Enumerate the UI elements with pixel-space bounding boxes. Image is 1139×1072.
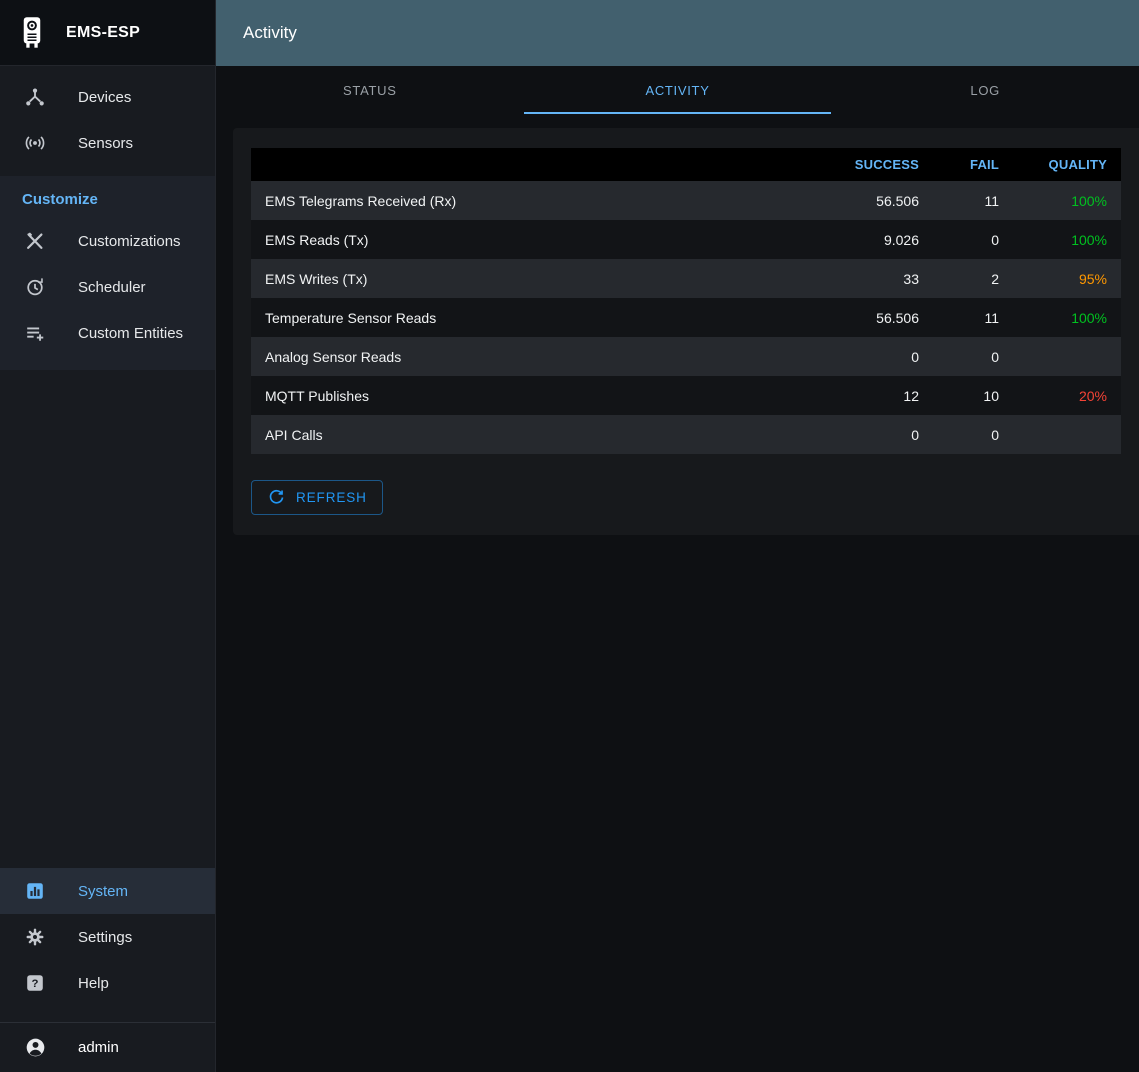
tab-status[interactable]: STATUS xyxy=(343,82,397,98)
user-name-label: admin xyxy=(78,1039,119,1056)
sidebar-item-label: Sensors xyxy=(78,134,134,152)
main-area: Activity STATUS ACTIVITY LOG xyxy=(216,0,1139,1072)
metric-success: 56.506 xyxy=(876,192,919,209)
app-title: EMS-ESP xyxy=(66,23,141,41)
table-header-row: SUCCESS FAIL QUALITY xyxy=(251,148,1121,181)
sidebar: EMS-ESP Devices xyxy=(0,0,216,1072)
metric-quality: 100% xyxy=(1071,192,1107,209)
metric-fail: 0 xyxy=(991,231,999,248)
metric-fail: 0 xyxy=(991,348,999,365)
metric-name: Analog Sensor Reads xyxy=(265,348,402,365)
metric-fail: 0 xyxy=(991,426,999,443)
metric-name: API Calls xyxy=(265,426,323,443)
sidebar-item-sensors[interactable]: Sensors xyxy=(0,120,215,166)
gear-icon xyxy=(23,926,47,948)
sidebar-item-help[interactable]: ? Help xyxy=(0,960,215,1006)
sidebar-item-settings[interactable]: Settings xyxy=(0,914,215,960)
sidebar-header: EMS-ESP xyxy=(0,0,215,66)
metric-quality: 95% xyxy=(1078,270,1107,287)
metric-name: Temperature Sensor Reads xyxy=(265,309,437,326)
table-row: EMS Writes (Tx) 33 2 95% xyxy=(251,259,1121,298)
sidebar-divider xyxy=(0,1022,215,1023)
column-header-fail: FAIL xyxy=(933,148,1013,181)
metric-name: EMS Telegrams Received (Rx) xyxy=(265,192,457,209)
column-header-quality: QUALITY xyxy=(1013,148,1121,181)
help-icon: ? xyxy=(23,972,47,994)
page-title: Activity xyxy=(243,23,297,42)
refresh-button-label: REFRESH xyxy=(296,490,367,505)
table-row: Analog Sensor Reads 0 0 xyxy=(251,337,1121,376)
analytics-icon xyxy=(23,880,47,902)
tools-icon xyxy=(23,230,47,252)
table-row: EMS Telegrams Received (Rx) 56.506 11 10… xyxy=(251,181,1121,220)
tab-log[interactable]: LOG xyxy=(970,82,1000,98)
table-row: Temperature Sensor Reads 56.506 11 100% xyxy=(251,298,1121,337)
metric-fail: 10 xyxy=(983,387,999,404)
sidebar-item-devices[interactable]: Devices xyxy=(0,74,215,120)
sidebar-item-label: Custom Entities xyxy=(78,324,184,342)
metric-quality: 100% xyxy=(1071,231,1107,248)
sensors-icon xyxy=(23,132,47,154)
table-row: MQTT Publishes 12 10 20% xyxy=(251,376,1121,415)
metric-quality: 100% xyxy=(1071,309,1107,326)
refresh-button[interactable]: REFRESH xyxy=(251,480,383,515)
table-row: API Calls 0 0 xyxy=(251,415,1121,454)
playlist-add-icon xyxy=(23,322,47,344)
sidebar-nav-main: Devices Sensors xyxy=(0,66,215,166)
svg-text:?: ? xyxy=(32,978,39,990)
metric-success: 56.506 xyxy=(876,309,919,326)
metric-success: 12 xyxy=(903,387,919,404)
scheduler-clock-icon xyxy=(23,276,47,298)
sidebar-customize-section: Customize Customizations xyxy=(0,176,215,370)
tab-activity[interactable]: ACTIVITY xyxy=(523,66,832,114)
sidebar-item-label: Settings xyxy=(78,928,133,946)
tab-bar: STATUS ACTIVITY LOG xyxy=(216,66,1139,114)
metric-quality xyxy=(1013,337,1121,376)
metric-name: EMS Writes (Tx) xyxy=(265,270,368,287)
activity-card: SUCCESS FAIL QUALITY EMS Telegrams Recei… xyxy=(233,128,1139,535)
sidebar-item-label: Scheduler xyxy=(78,278,146,296)
metric-success: 33 xyxy=(903,270,919,287)
sidebar-item-customizations[interactable]: Customizations xyxy=(0,218,215,264)
sidebar-item-label: Devices xyxy=(78,88,132,106)
metric-name: EMS Reads (Tx) xyxy=(265,231,369,248)
sidebar-nav-bottom: System Settings xyxy=(0,868,215,1006)
metric-success: 0 xyxy=(911,426,919,443)
sidebar-item-scheduler[interactable]: Scheduler xyxy=(0,264,215,310)
sidebar-item-label: Help xyxy=(78,974,109,992)
device-hub-icon xyxy=(23,86,47,108)
metric-success: 9.026 xyxy=(883,231,919,248)
table-row: EMS Reads (Tx) 9.026 0 100% xyxy=(251,220,1121,259)
column-header-name xyxy=(251,148,805,181)
metric-quality: 20% xyxy=(1078,387,1107,404)
metric-name: MQTT Publishes xyxy=(265,387,369,404)
sidebar-item-custom-entities[interactable]: Custom Entities xyxy=(0,310,215,356)
refresh-icon xyxy=(267,488,286,507)
ems-esp-logo-icon xyxy=(12,13,52,53)
customize-section-label: Customize xyxy=(22,191,98,208)
column-header-success: SUCCESS xyxy=(805,148,933,181)
sidebar-user-admin[interactable]: admin xyxy=(0,1023,215,1072)
metric-quality xyxy=(1013,415,1121,454)
metric-fail: 2 xyxy=(991,270,999,287)
sidebar-item-system[interactable]: System xyxy=(0,868,215,914)
metric-fail: 11 xyxy=(984,309,999,326)
sidebar-spacer xyxy=(0,370,215,868)
metric-success: 0 xyxy=(911,348,919,365)
account-circle-icon xyxy=(23,1036,47,1059)
topbar: Activity xyxy=(216,0,1139,66)
tab-panel-activity: SUCCESS FAIL QUALITY EMS Telegrams Recei… xyxy=(216,114,1139,535)
sidebar-item-label: Customizations xyxy=(78,232,181,250)
metric-fail: 11 xyxy=(984,192,999,209)
activity-table: SUCCESS FAIL QUALITY EMS Telegrams Recei… xyxy=(251,148,1121,454)
sidebar-item-label: System xyxy=(78,882,129,900)
